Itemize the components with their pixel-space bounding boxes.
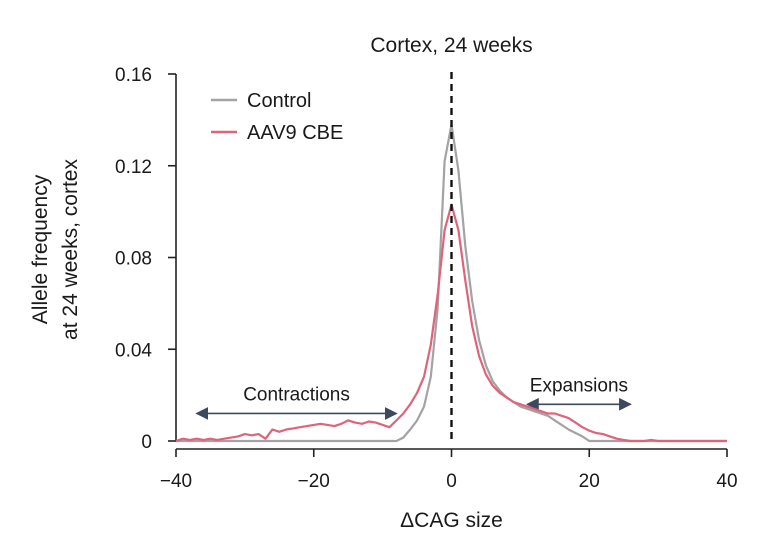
annotation-label: Contractions (243, 384, 350, 405)
annotations: Contractions Expansions (195, 375, 632, 420)
annotation-label: Expansions (530, 375, 628, 396)
y-axis-title-line: Allele frequency (29, 174, 52, 324)
axes: 0 0.04 0.08 0.12 0.16 −40 −20 0 20 40 (115, 65, 738, 492)
y-tick-label: 0.04 (115, 340, 152, 361)
x-tick-label: 20 (579, 471, 600, 492)
y-tick-label: 0.08 (115, 249, 152, 270)
chart-title: Cortex, 24 weeks (370, 34, 532, 57)
x-tick-label: −20 (298, 471, 330, 492)
x-tick-label: −40 (160, 471, 192, 492)
y-tick-label: 0.12 (115, 157, 152, 178)
y-tick-label: 0.16 (115, 65, 152, 86)
y-tick-label: 0 (141, 432, 152, 453)
legend: Control AAV9 CBE (211, 90, 343, 144)
y-axis-title-line: at 24 weeks, cortex (59, 159, 82, 340)
y-axis-title: Allele frequency at 24 weeks, cortex (29, 159, 82, 340)
x-axis-title: ΔCAG size (400, 509, 503, 532)
x-tick-label: 40 (716, 471, 737, 492)
legend-label: Control (247, 90, 311, 112)
series-line-control (176, 123, 727, 443)
legend-label: AAV9 CBE (247, 122, 343, 144)
x-tick-label: 0 (446, 471, 457, 492)
